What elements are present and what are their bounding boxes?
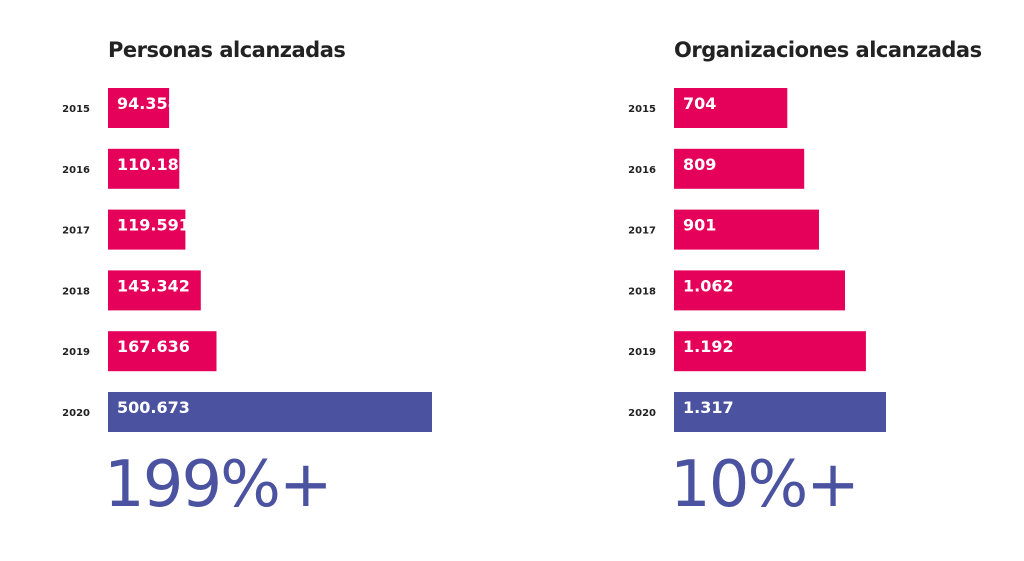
bar-2019 — [674, 331, 866, 372]
bar-2016 — [674, 148, 805, 189]
bar-2020 — [674, 392, 886, 432]
year-label: 2016 — [62, 165, 90, 176]
value-label: 94.358 — [117, 94, 179, 113]
value-label: 167.636 — [117, 337, 190, 356]
value-label: 1.192 — [683, 337, 734, 356]
year-label: 2020 — [62, 408, 90, 419]
value-label: 901 — [683, 216, 716, 235]
value-label: 110.186 — [117, 155, 190, 174]
bar-2020 — [108, 392, 432, 432]
year-label: 2020 — [628, 408, 656, 419]
year-label: 2018 — [62, 286, 90, 297]
year-label: 2018 — [628, 286, 656, 297]
chart-title: Organizaciones alcanzadas — [674, 38, 982, 62]
year-label: 2019 — [628, 347, 656, 358]
year-label: 2015 — [62, 104, 90, 115]
organizaciones-bar-chart: 2015 704 2016 809 2017 901 2018 1.062 2019 1.192 2… — [628, 88, 886, 432]
value-label: 500.673 — [117, 398, 190, 417]
bar-2015 — [108, 88, 170, 128]
chart-title: Personas alcanzadas — [108, 38, 346, 62]
value-label: 704 — [683, 94, 716, 113]
growth-percentage: 199%+ — [104, 448, 333, 522]
personas-bar-chart: 2015 94.358 2016 110.186 2017 119.591 2018 143.… — [62, 88, 432, 432]
growth-percentage: 10%+ — [670, 448, 860, 522]
value-label: 119.591 — [117, 216, 190, 235]
bar-2017 — [108, 209, 186, 250]
bar-2019 — [108, 331, 217, 372]
bar-2018 — [674, 270, 845, 311]
year-label: 2016 — [628, 165, 656, 176]
year-label: 2017 — [62, 226, 90, 237]
organizaciones-panel: Organizaciones alcanzadas 2015 704 2016 809… — [566, 0, 1024, 561]
value-label: 809 — [683, 155, 716, 174]
value-label: 143.342 — [117, 276, 190, 295]
value-label: 1.317 — [683, 398, 734, 417]
year-label: 2015 — [628, 104, 656, 115]
bar-2018 — [108, 270, 201, 311]
bar-2015 — [674, 88, 788, 128]
year-label: 2017 — [628, 226, 656, 237]
bar-2016 — [108, 148, 180, 189]
bar-2017 — [674, 209, 819, 250]
personas-panel: Personas alcanzadas 2015 94.358 2016 110.18… — [62, 38, 432, 522]
value-label: 1.062 — [683, 276, 734, 295]
year-label: 2019 — [62, 347, 90, 358]
